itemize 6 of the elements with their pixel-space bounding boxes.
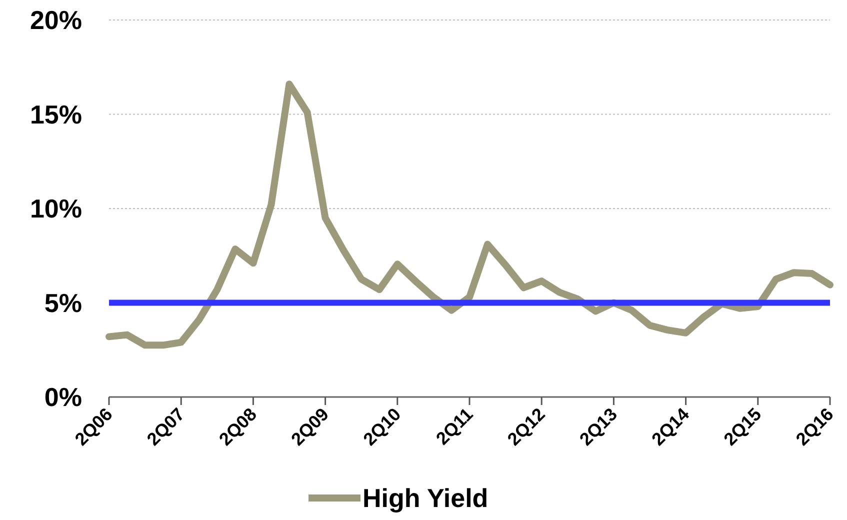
- y-tick-label: 0%: [44, 382, 82, 412]
- y-tick-label: 5%: [44, 288, 82, 318]
- legend-label: High Yield: [362, 483, 488, 514]
- y-tick-label: 20%: [30, 5, 82, 36]
- y-tick-label: 15%: [30, 99, 82, 130]
- y-tick-label: 10%: [30, 194, 82, 224]
